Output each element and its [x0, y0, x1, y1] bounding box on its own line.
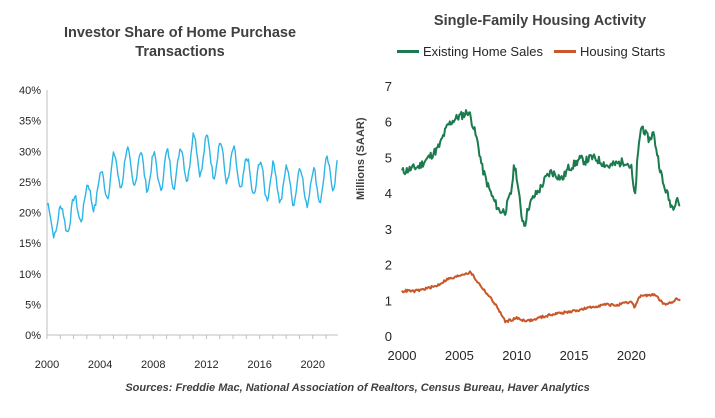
left-x-tick-label: 2012	[194, 359, 218, 371]
legend-label-housing-starts: Housing Starts	[580, 44, 666, 59]
right-chart-y-axis-label: Millions (SAAR)	[355, 117, 367, 201]
right-y-tick-label: 7	[385, 79, 392, 94]
legend-swatch-existing-home-sales	[397, 50, 419, 53]
right-y-tick-label: 4	[385, 186, 392, 201]
left-x-tick-label: 2000	[35, 359, 59, 371]
left-chart-title: Investor Share of Home Purchase Transact…	[20, 24, 340, 62]
left-y-tick-label: 25%	[19, 177, 41, 189]
investor-share-line	[46, 132, 338, 239]
left-y-tick-label: 15%	[19, 238, 41, 250]
left-x-tick-label: 2020	[301, 359, 325, 371]
right-y-tick-label: 0	[385, 329, 392, 344]
existing-home-sales-line	[401, 109, 681, 227]
left-x-tick-label: 2004	[88, 359, 112, 371]
legend-existing-home-sales: Existing Home Sales	[397, 44, 543, 59]
legend-housing-starts: Housing Starts	[554, 44, 665, 59]
left-y-tick-label: 10%	[19, 269, 41, 281]
left-x-tick-label: 2008	[141, 359, 165, 371]
left-chart-title-line2: Transactions	[135, 44, 225, 60]
right-y-tick-label: 5	[385, 150, 392, 165]
right-x-tick-label: 2020	[617, 348, 646, 363]
left-y-tick-label: 0%	[25, 330, 41, 342]
left-y-tick-label: 35%	[19, 116, 41, 128]
legend-swatch-housing-starts	[554, 50, 576, 53]
left-y-tick-label: 5%	[25, 299, 41, 311]
right-x-tick-label: 2010	[502, 348, 531, 363]
right-y-tick-label: 6	[385, 115, 392, 130]
right-y-tick-label: 3	[385, 222, 392, 237]
legend-label-existing-home-sales: Existing Home Sales	[423, 44, 543, 59]
left-y-tick-label: 40%	[19, 85, 41, 97]
right-x-tick-label: 2015	[560, 348, 589, 363]
right-y-tick-label: 1	[385, 293, 392, 308]
left-chart-title-line1: Investor Share of Home Purchase	[63, 25, 297, 41]
right-chart-title: Single-Family Housing Activity	[433, 13, 647, 29]
right-y-tick-label: 2	[385, 258, 392, 273]
left-y-tick-label: 20%	[19, 208, 41, 220]
left-x-tick-label: 2016	[247, 359, 271, 371]
source-note: Sources: Freddie Mac, National Associati…	[125, 382, 590, 394]
right-x-tick-label: 2005	[445, 348, 474, 363]
right-x-tick-label: 2000	[388, 348, 417, 363]
housing-starts-line	[401, 270, 681, 324]
left-y-tick-label: 30%	[19, 146, 41, 158]
